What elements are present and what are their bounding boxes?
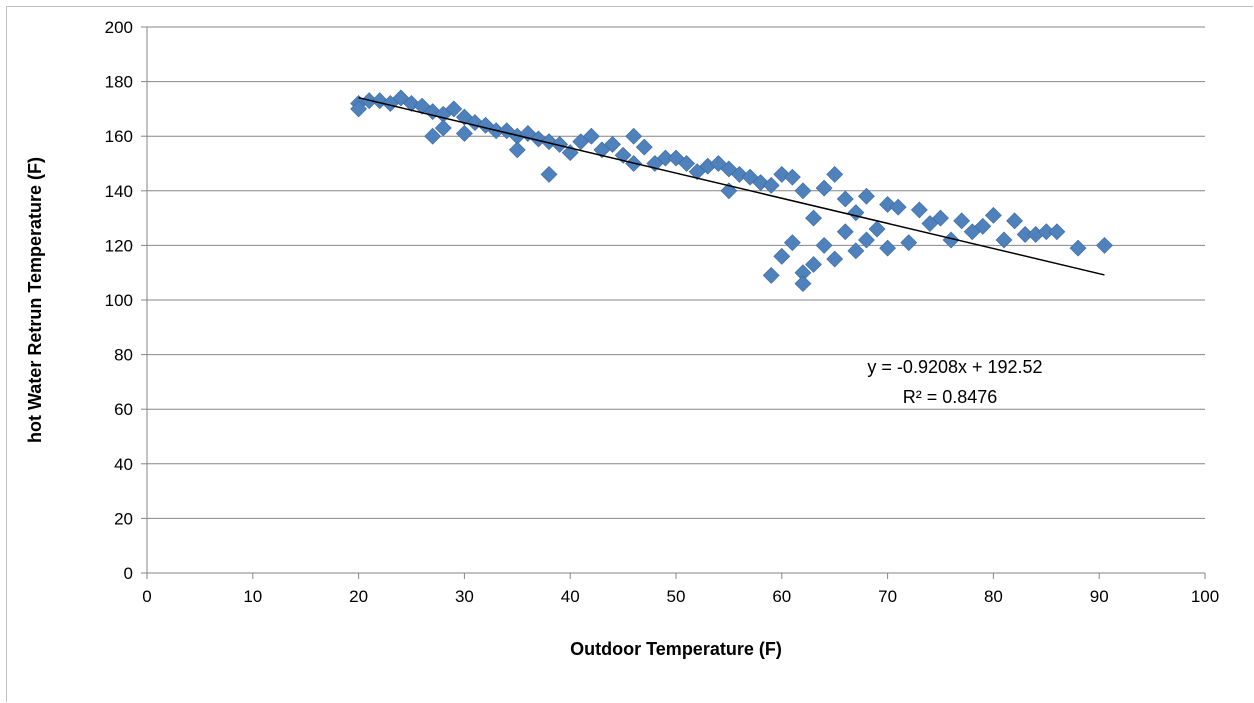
x-tick-label-20: 20 xyxy=(349,587,368,606)
data-point xyxy=(635,138,653,156)
x-tick-label-70: 70 xyxy=(878,587,897,606)
data-point xyxy=(508,141,526,159)
y-tick-label-20: 20 xyxy=(114,509,133,528)
x-tick-label-60: 60 xyxy=(772,587,791,606)
y-tick-label-180: 180 xyxy=(105,73,133,92)
data-point xyxy=(889,198,907,216)
data-point xyxy=(815,236,833,254)
trendline-layer xyxy=(358,96,1105,276)
data-point xyxy=(805,256,822,273)
x-tick-label-80: 80 xyxy=(984,587,1003,606)
data-point xyxy=(604,135,621,153)
data-point xyxy=(783,234,801,252)
data-point xyxy=(1096,236,1113,254)
y-tick-labels: 0 20 40 60 80 100 120 140 160 180 200 xyxy=(105,18,133,583)
data-point xyxy=(1048,223,1066,241)
y-tick-label-140: 140 xyxy=(105,182,133,201)
trendline xyxy=(358,96,1105,276)
data-point xyxy=(424,127,442,145)
data-point xyxy=(974,217,992,235)
data-point xyxy=(836,190,854,208)
x-tick-label-100: 100 xyxy=(1191,587,1219,606)
data-point xyxy=(551,135,569,153)
axes xyxy=(141,26,1206,579)
data-point xyxy=(879,239,897,257)
data-point xyxy=(540,165,558,183)
data-point xyxy=(794,275,812,293)
y-tick-label-100: 100 xyxy=(105,291,133,310)
x-tick-labels: 0 10 20 30 40 50 60 70 80 90 100 xyxy=(142,587,1219,606)
data-point xyxy=(910,201,928,219)
data-point xyxy=(995,231,1013,249)
y-tick-label-200: 200 xyxy=(105,18,133,37)
data-point xyxy=(678,155,696,172)
x-tick-label-10: 10 xyxy=(243,587,262,606)
trendline-r-squared: R² = 0.8476 xyxy=(903,387,998,407)
data-point xyxy=(582,127,600,145)
data-point xyxy=(445,100,463,118)
data-point xyxy=(762,267,780,284)
data-point xyxy=(794,182,812,200)
data-point xyxy=(836,223,854,241)
x-tick-label-40: 40 xyxy=(561,587,580,606)
data-point xyxy=(868,220,886,238)
data-point xyxy=(900,234,918,252)
y-tick-label-80: 80 xyxy=(114,346,133,365)
data-point xyxy=(773,247,791,265)
data-point xyxy=(826,165,844,183)
data-point xyxy=(984,206,1002,224)
y-tick-label-60: 60 xyxy=(114,400,133,419)
data-point xyxy=(350,100,368,118)
y-axis-title: hot Water Retrun Temperature (F) xyxy=(25,157,45,443)
data-point xyxy=(762,176,780,194)
x-tick-label-50: 50 xyxy=(667,587,686,606)
data-point xyxy=(847,242,865,260)
y-tick-label-160: 160 xyxy=(105,127,133,146)
y-tick-label-0: 0 xyxy=(124,564,133,583)
data-point xyxy=(455,125,473,142)
data-point xyxy=(847,204,865,222)
data-point xyxy=(815,179,833,197)
data-point xyxy=(858,187,875,205)
chart-frame xyxy=(6,6,1253,702)
y-tick-label-120: 120 xyxy=(105,236,133,255)
data-point xyxy=(826,250,844,268)
data-point xyxy=(953,212,971,230)
data-point xyxy=(434,119,452,137)
x-tick-label-90: 90 xyxy=(1090,587,1109,606)
data-point xyxy=(1006,212,1023,230)
data-point xyxy=(1069,239,1087,257)
data-point xyxy=(858,231,875,249)
data-point xyxy=(783,168,801,186)
x-axis-title: Outdoor Temperature (F) xyxy=(570,639,782,659)
y-tick-label-40: 40 xyxy=(114,455,133,474)
data-points xyxy=(350,89,1113,293)
x-tick-label-30: 30 xyxy=(455,587,474,606)
x-tick-label-0: 0 xyxy=(142,587,151,606)
gridlines xyxy=(147,26,1205,519)
data-point xyxy=(805,209,822,227)
trendline-equation: y = -0.9208x + 192.52 xyxy=(867,357,1042,377)
data-point xyxy=(932,209,949,227)
data-point xyxy=(625,127,643,145)
